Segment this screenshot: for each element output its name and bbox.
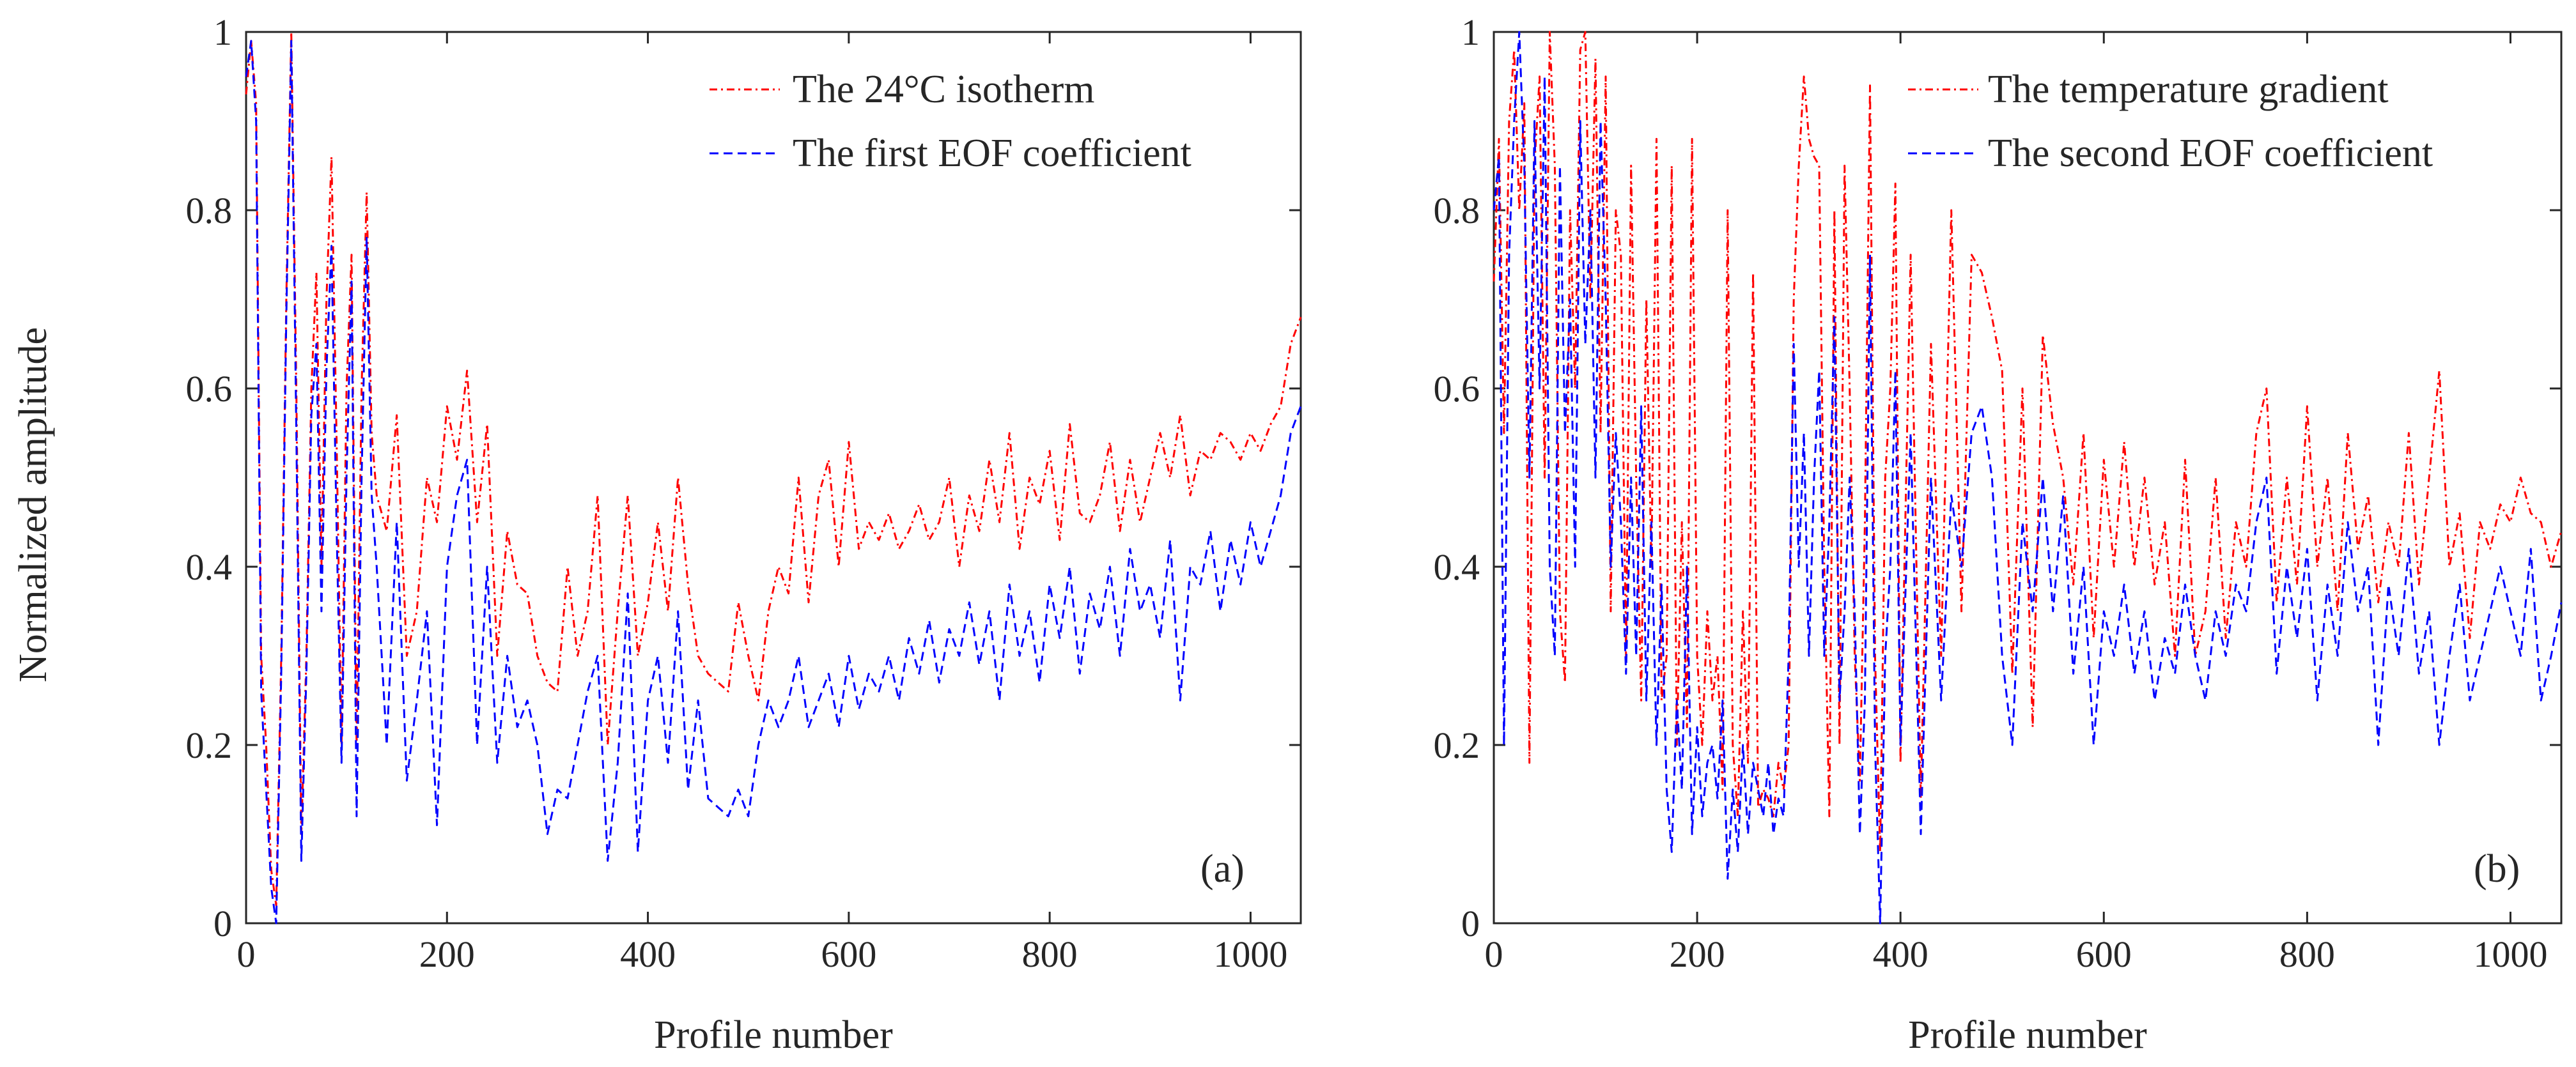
series-line-1-0 xyxy=(1493,31,2563,853)
y-tick-label: 0.6 xyxy=(186,368,233,410)
panel-b-ticks: 0 200 400 600 800 1000 0 0.2 0.4 0.6 0.8 1 xyxy=(1434,12,2561,975)
x-tick-label: 800 xyxy=(2279,933,2335,975)
legend-label-temperature-gradient: The temperature gradient xyxy=(1988,68,2389,111)
series-line-1-1 xyxy=(1493,31,2563,925)
y-tick-label: 0.8 xyxy=(1434,190,1480,231)
x-tick-label: 600 xyxy=(2076,933,2132,975)
panel-b: 0 200 400 600 800 1000 0 0.2 0.4 0.6 0.8 1 The temp… xyxy=(1434,12,2563,1057)
y-tick-label: 0.6 xyxy=(1434,368,1480,410)
y-tick-label: 0.2 xyxy=(186,725,233,766)
panel-b-frame xyxy=(1493,31,2563,925)
series-line-0-1 xyxy=(245,40,1302,925)
x-tick-label: 800 xyxy=(1022,933,1078,975)
panel-b-xlabel: Profile number xyxy=(1908,1013,2147,1057)
series-line-0-0 xyxy=(245,31,1302,907)
panel-a-lines xyxy=(245,31,1302,925)
x-tick-label: 0 xyxy=(237,933,256,975)
panel-a-label: (a) xyxy=(1200,847,1245,891)
x-tick-label: 1000 xyxy=(1213,933,1287,975)
panel-a-frame xyxy=(245,31,1302,925)
panel-b-legend: The temperature gradient The second EOF … xyxy=(1908,68,2433,175)
panel-a-ticks: 0 200 400 600 800 1000 0 0.2 0.4 0.6 0.8 1 xyxy=(186,12,1301,975)
y-tick-label: 0.4 xyxy=(1434,546,1480,588)
y-tick-label: 0 xyxy=(1461,903,1480,944)
x-tick-label: 400 xyxy=(1873,933,1928,975)
x-tick-label: 0 xyxy=(1485,933,1503,975)
panel-b-lines xyxy=(1493,31,2563,925)
x-tick-label: 200 xyxy=(419,933,475,975)
panel-b-label: (b) xyxy=(2474,847,2520,891)
legend-label-second-eof: The second EOF coefficient xyxy=(1988,132,2433,175)
x-tick-label: 200 xyxy=(1670,933,1725,975)
x-tick-label: 600 xyxy=(821,933,876,975)
y-tick-label: 0.4 xyxy=(186,546,233,588)
panel-a-xlabel: Profile number xyxy=(654,1013,893,1057)
y-tick-label: 1 xyxy=(213,12,232,53)
figure-ylabel: Normalized amplitude xyxy=(12,327,55,682)
panel-a: 0 200 400 600 800 1000 0 0.2 0.4 0.6 0.8 1 The 24°C… xyxy=(186,12,1302,1057)
y-tick-label: 0.2 xyxy=(1434,725,1480,766)
y-tick-label: 0.8 xyxy=(186,190,233,231)
panel-a-legend: The 24°C isotherm The first EOF coeffici… xyxy=(710,68,1191,175)
legend-label-isotherm: The 24°C isotherm xyxy=(793,68,1095,111)
x-tick-label: 1000 xyxy=(2473,933,2547,975)
y-tick-label: 0 xyxy=(213,903,232,944)
y-tick-label: 1 xyxy=(1461,12,1480,53)
x-tick-label: 400 xyxy=(620,933,676,975)
legend-label-first-eof: The first EOF coefficient xyxy=(793,132,1191,175)
